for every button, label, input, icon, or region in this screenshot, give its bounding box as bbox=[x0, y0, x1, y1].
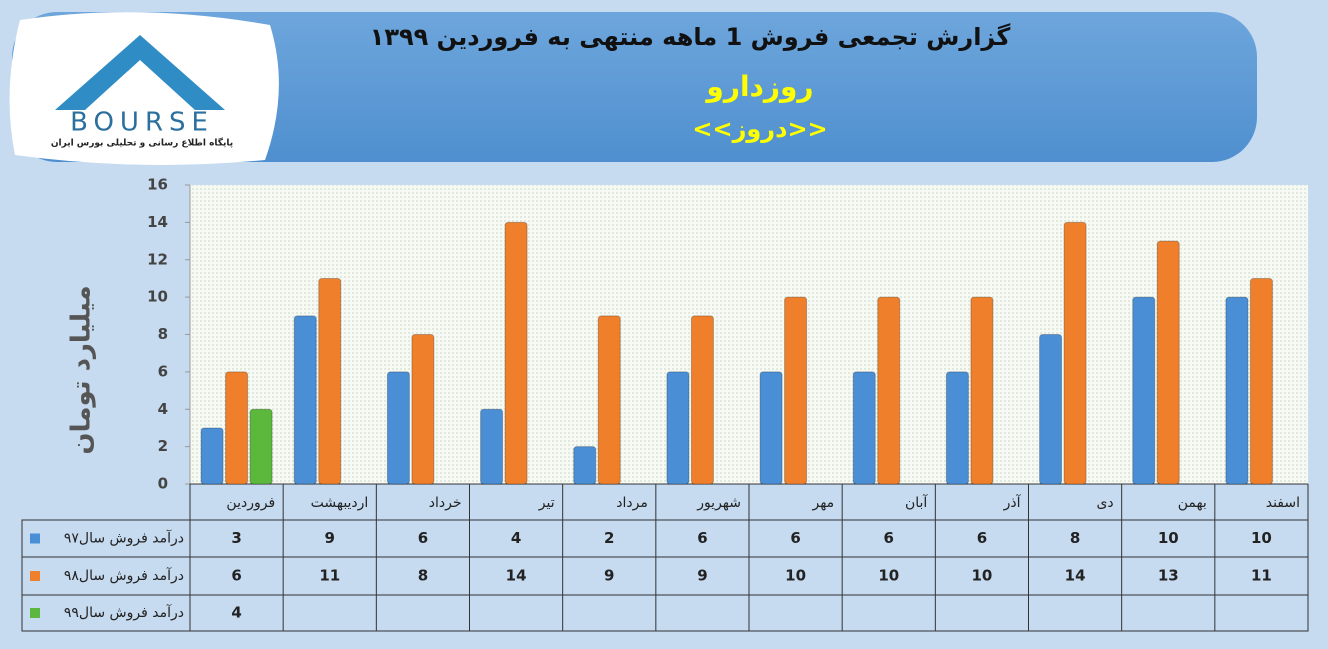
x-tick-label: اسفند bbox=[1266, 495, 1300, 511]
table-cell: 4 bbox=[511, 529, 521, 547]
table-cell: 11 bbox=[1251, 567, 1272, 585]
table-cell: 9 bbox=[697, 567, 707, 585]
symbol: <<دروز>> bbox=[692, 115, 827, 143]
bar bbox=[1039, 334, 1063, 485]
x-tick-label: مهر bbox=[811, 495, 834, 511]
bar bbox=[249, 408, 273, 485]
bar bbox=[784, 296, 808, 485]
y-tick-label: 12 bbox=[147, 250, 168, 268]
table-cell: 2 bbox=[604, 529, 614, 547]
bar bbox=[690, 315, 714, 485]
x-tick-label: شهریور bbox=[696, 495, 741, 511]
y-tick-label: 6 bbox=[158, 362, 168, 380]
bar bbox=[1225, 296, 1249, 485]
chart-title: گزارش تجمعی فروش 1 ماهه منتهی به فروردین… bbox=[370, 23, 1011, 51]
legend-label: درآمد فروش سال۹۹ bbox=[64, 604, 184, 621]
bar bbox=[480, 408, 504, 485]
y-tick-label: 0 bbox=[158, 475, 168, 493]
table-cell: 6 bbox=[884, 529, 894, 547]
x-tick-label: دی bbox=[1096, 495, 1113, 511]
bar bbox=[877, 296, 901, 485]
bar bbox=[1249, 277, 1273, 485]
y-axis-label: میلیارد تومان bbox=[67, 285, 97, 454]
table-cell: 6 bbox=[231, 567, 241, 585]
x-tick-label: اردیبهشت bbox=[311, 495, 369, 511]
header-banner bbox=[12, 12, 1257, 162]
bar bbox=[852, 371, 876, 485]
table-cell: 10 bbox=[971, 567, 992, 585]
x-tick-label: بهمن bbox=[1178, 495, 1207, 511]
table-cell: 8 bbox=[418, 567, 428, 585]
bar bbox=[573, 446, 597, 485]
bar bbox=[504, 221, 528, 485]
table-cell: 6 bbox=[418, 529, 428, 547]
y-tick-label: 4 bbox=[158, 400, 168, 418]
bar bbox=[1156, 240, 1180, 485]
legend-swatch bbox=[30, 608, 40, 618]
bar bbox=[200, 427, 224, 485]
logo-background bbox=[9, 12, 279, 165]
legend-swatch bbox=[30, 571, 40, 581]
table-cell: 14 bbox=[1065, 567, 1086, 585]
bar bbox=[1063, 221, 1087, 485]
x-tick-label: خرداد bbox=[429, 495, 462, 511]
table-cell: 10 bbox=[878, 567, 899, 585]
y-tick-label: 2 bbox=[158, 437, 168, 455]
table-cell: 8 bbox=[1070, 529, 1080, 547]
company-name: روزدارو bbox=[704, 70, 813, 103]
table-cell: 10 bbox=[785, 567, 806, 585]
x-tick-label: آبان bbox=[905, 494, 928, 511]
legend-label: درآمد فروش سال۹۷ bbox=[64, 530, 184, 547]
table-cell: 14 bbox=[506, 567, 527, 585]
bar bbox=[411, 334, 435, 485]
y-tick-label: 8 bbox=[158, 325, 168, 343]
table-cell: 9 bbox=[604, 567, 614, 585]
x-tick-label: تیر bbox=[538, 495, 555, 511]
bar bbox=[386, 371, 410, 485]
x-tick-label: فروردین bbox=[226, 495, 275, 511]
logo-shape bbox=[55, 35, 225, 110]
bar bbox=[318, 277, 342, 485]
x-tick-label: مرداد bbox=[616, 495, 648, 511]
bar bbox=[666, 371, 690, 485]
plot-area bbox=[190, 185, 1308, 484]
bar bbox=[759, 371, 783, 485]
table-cell: 13 bbox=[1158, 567, 1179, 585]
bar bbox=[597, 315, 621, 485]
y-tick-label: 14 bbox=[147, 213, 168, 231]
y-tick-label: 16 bbox=[147, 176, 168, 194]
bar bbox=[225, 371, 249, 485]
bar bbox=[293, 315, 317, 485]
y-tick-label: 10 bbox=[147, 288, 168, 306]
table-cell: 9 bbox=[325, 529, 335, 547]
table-cell: 6 bbox=[790, 529, 800, 547]
table-cell: 6 bbox=[977, 529, 987, 547]
legend-label: درآمد فروش سال۹۸ bbox=[64, 567, 184, 584]
logo-tagline: پایگاه اطلاع رسانی و تحلیلی بورس ایران bbox=[51, 137, 233, 149]
table-cell: 3 bbox=[231, 529, 241, 547]
table-cell: 6 bbox=[697, 529, 707, 547]
bar bbox=[970, 296, 994, 485]
table-cell: 10 bbox=[1158, 529, 1179, 547]
table-body bbox=[21, 519, 1309, 632]
bar bbox=[945, 371, 969, 485]
legend-swatch bbox=[30, 533, 40, 544]
x-tick-label: آذر bbox=[1003, 494, 1022, 511]
table-cell: 4 bbox=[231, 604, 241, 622]
bar bbox=[1132, 296, 1156, 485]
table-cell: 10 bbox=[1251, 529, 1272, 547]
table-cell: 11 bbox=[319, 567, 340, 585]
logo-name: BOURSE bbox=[70, 108, 214, 138]
